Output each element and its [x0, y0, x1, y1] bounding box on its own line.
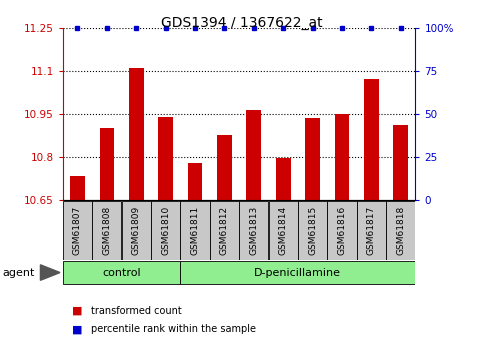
Text: GSM61807: GSM61807 — [73, 206, 82, 255]
Text: GDS1394 / 1367622_at: GDS1394 / 1367622_at — [161, 16, 322, 30]
FancyBboxPatch shape — [63, 261, 180, 284]
FancyBboxPatch shape — [151, 201, 180, 260]
Text: GSM61817: GSM61817 — [367, 206, 376, 255]
FancyBboxPatch shape — [181, 201, 210, 260]
Text: GSM61818: GSM61818 — [396, 206, 405, 255]
FancyBboxPatch shape — [210, 201, 239, 260]
Bar — [129, 68, 143, 200]
Polygon shape — [41, 265, 60, 280]
Text: GSM61816: GSM61816 — [338, 206, 346, 255]
Text: percentile rank within the sample: percentile rank within the sample — [91, 325, 256, 334]
Bar — [335, 114, 349, 200]
FancyBboxPatch shape — [357, 201, 386, 260]
Text: GSM61813: GSM61813 — [249, 206, 258, 255]
Text: GSM61810: GSM61810 — [161, 206, 170, 255]
Text: GSM61815: GSM61815 — [308, 206, 317, 255]
Bar — [70, 176, 85, 200]
FancyBboxPatch shape — [239, 201, 269, 260]
Bar — [393, 125, 408, 200]
FancyBboxPatch shape — [386, 201, 415, 260]
Text: transformed count: transformed count — [91, 306, 182, 315]
Bar — [305, 118, 320, 200]
Text: ■: ■ — [72, 325, 83, 334]
Text: GSM61808: GSM61808 — [102, 206, 112, 255]
FancyBboxPatch shape — [269, 201, 298, 260]
Text: GSM61814: GSM61814 — [279, 206, 288, 255]
Bar — [246, 110, 261, 200]
FancyBboxPatch shape — [63, 201, 92, 260]
FancyBboxPatch shape — [122, 201, 151, 260]
Text: D-penicillamine: D-penicillamine — [255, 268, 341, 277]
Bar — [99, 128, 114, 200]
Bar — [188, 163, 202, 200]
Text: agent: agent — [2, 268, 35, 277]
Text: control: control — [102, 268, 141, 277]
FancyBboxPatch shape — [92, 201, 121, 260]
FancyBboxPatch shape — [327, 201, 356, 260]
Bar — [276, 158, 290, 200]
Text: GSM61811: GSM61811 — [190, 206, 199, 255]
Text: ■: ■ — [72, 306, 83, 315]
Bar — [364, 79, 379, 200]
FancyBboxPatch shape — [181, 261, 415, 284]
Text: GSM61809: GSM61809 — [132, 206, 141, 255]
Bar — [217, 135, 232, 200]
Bar — [158, 117, 173, 200]
FancyBboxPatch shape — [298, 201, 327, 260]
Text: GSM61812: GSM61812 — [220, 206, 229, 255]
